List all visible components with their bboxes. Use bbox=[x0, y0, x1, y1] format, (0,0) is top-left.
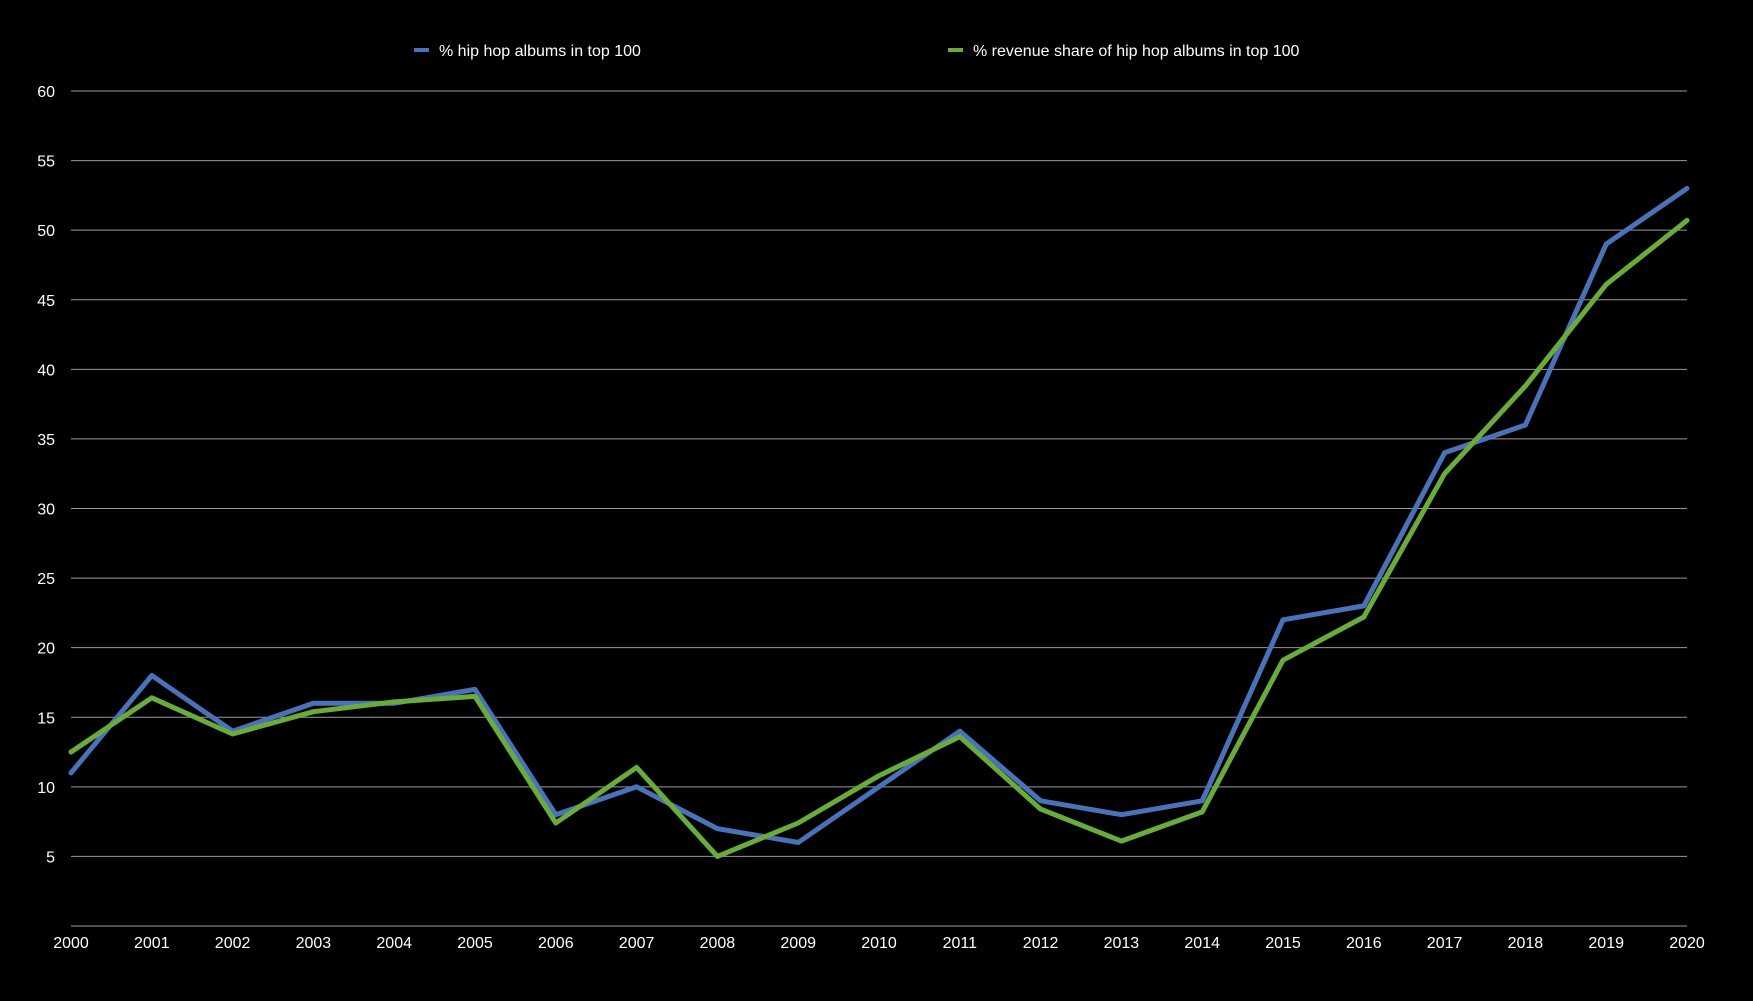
series-lines bbox=[68, 185, 1690, 859]
x-tick-label-2000: 2000 bbox=[53, 935, 89, 952]
y-tick-label-20: 20 bbox=[37, 641, 55, 658]
y-tick-label-60: 60 bbox=[37, 84, 55, 101]
y-tick-label-55: 55 bbox=[37, 154, 55, 171]
x-tick-label-2008: 2008 bbox=[700, 935, 736, 952]
x-tick-label-2011: 2011 bbox=[943, 935, 978, 952]
x-tick-label-2001: 2001 bbox=[134, 935, 170, 952]
y-tick-label-10: 10 bbox=[37, 780, 55, 797]
x-tick-label-2018: 2018 bbox=[1508, 935, 1544, 952]
x-tick-label-2017: 2017 bbox=[1427, 935, 1463, 952]
y-tick-label-35: 35 bbox=[37, 432, 55, 449]
x-tick-label-2015: 2015 bbox=[1265, 935, 1301, 952]
x-tick-label-2004: 2004 bbox=[376, 935, 412, 952]
gridlines bbox=[71, 90, 1687, 927]
y-tick-label-25: 25 bbox=[37, 571, 55, 588]
legend-label-revenue-share: % revenue share of hip hop albums in top… bbox=[973, 43, 1300, 60]
x-tick-label-2009: 2009 bbox=[780, 935, 816, 952]
legend: % hip hop albums in top 100 % revenue sh… bbox=[414, 43, 1300, 60]
y-tick-label-30: 30 bbox=[37, 502, 55, 519]
x-tick-label-2006: 2006 bbox=[538, 935, 574, 952]
series-line-revenue-share bbox=[68, 217, 1690, 859]
y-tick-label-5: 5 bbox=[46, 849, 55, 866]
x-tick-label-2010: 2010 bbox=[861, 935, 897, 952]
x-tick-label-2020: 2020 bbox=[1669, 935, 1705, 952]
series-line-hip-hop-albums bbox=[68, 185, 1690, 845]
x-tick-label-2013: 2013 bbox=[1104, 935, 1140, 952]
x-tick-label-2016: 2016 bbox=[1346, 935, 1382, 952]
x-tick-label-2003: 2003 bbox=[296, 935, 332, 952]
x-axis-tick-labels: 2000 2001 2002 2003 2004 2005 2006 2007 2008 2009… bbox=[53, 935, 1705, 952]
y-tick-label-40: 40 bbox=[37, 362, 55, 379]
y-tick-label-45: 45 bbox=[37, 293, 55, 310]
legend-label-hip-hop-albums: % hip hop albums in top 100 bbox=[439, 43, 641, 60]
x-tick-label-2005: 2005 bbox=[457, 935, 493, 952]
x-tick-label-2012: 2012 bbox=[1023, 935, 1059, 952]
y-axis-tick-labels: 5 10 15 20 25 30 35 40 45 50 55 60 bbox=[37, 84, 55, 866]
x-tick-label-2014: 2014 bbox=[1184, 935, 1220, 952]
x-tick-label-2002: 2002 bbox=[215, 935, 251, 952]
x-tick-label-2007: 2007 bbox=[619, 935, 655, 952]
y-tick-label-15: 15 bbox=[37, 710, 55, 727]
y-tick-label-50: 50 bbox=[37, 223, 55, 240]
x-tick-label-2019: 2019 bbox=[1588, 935, 1624, 952]
